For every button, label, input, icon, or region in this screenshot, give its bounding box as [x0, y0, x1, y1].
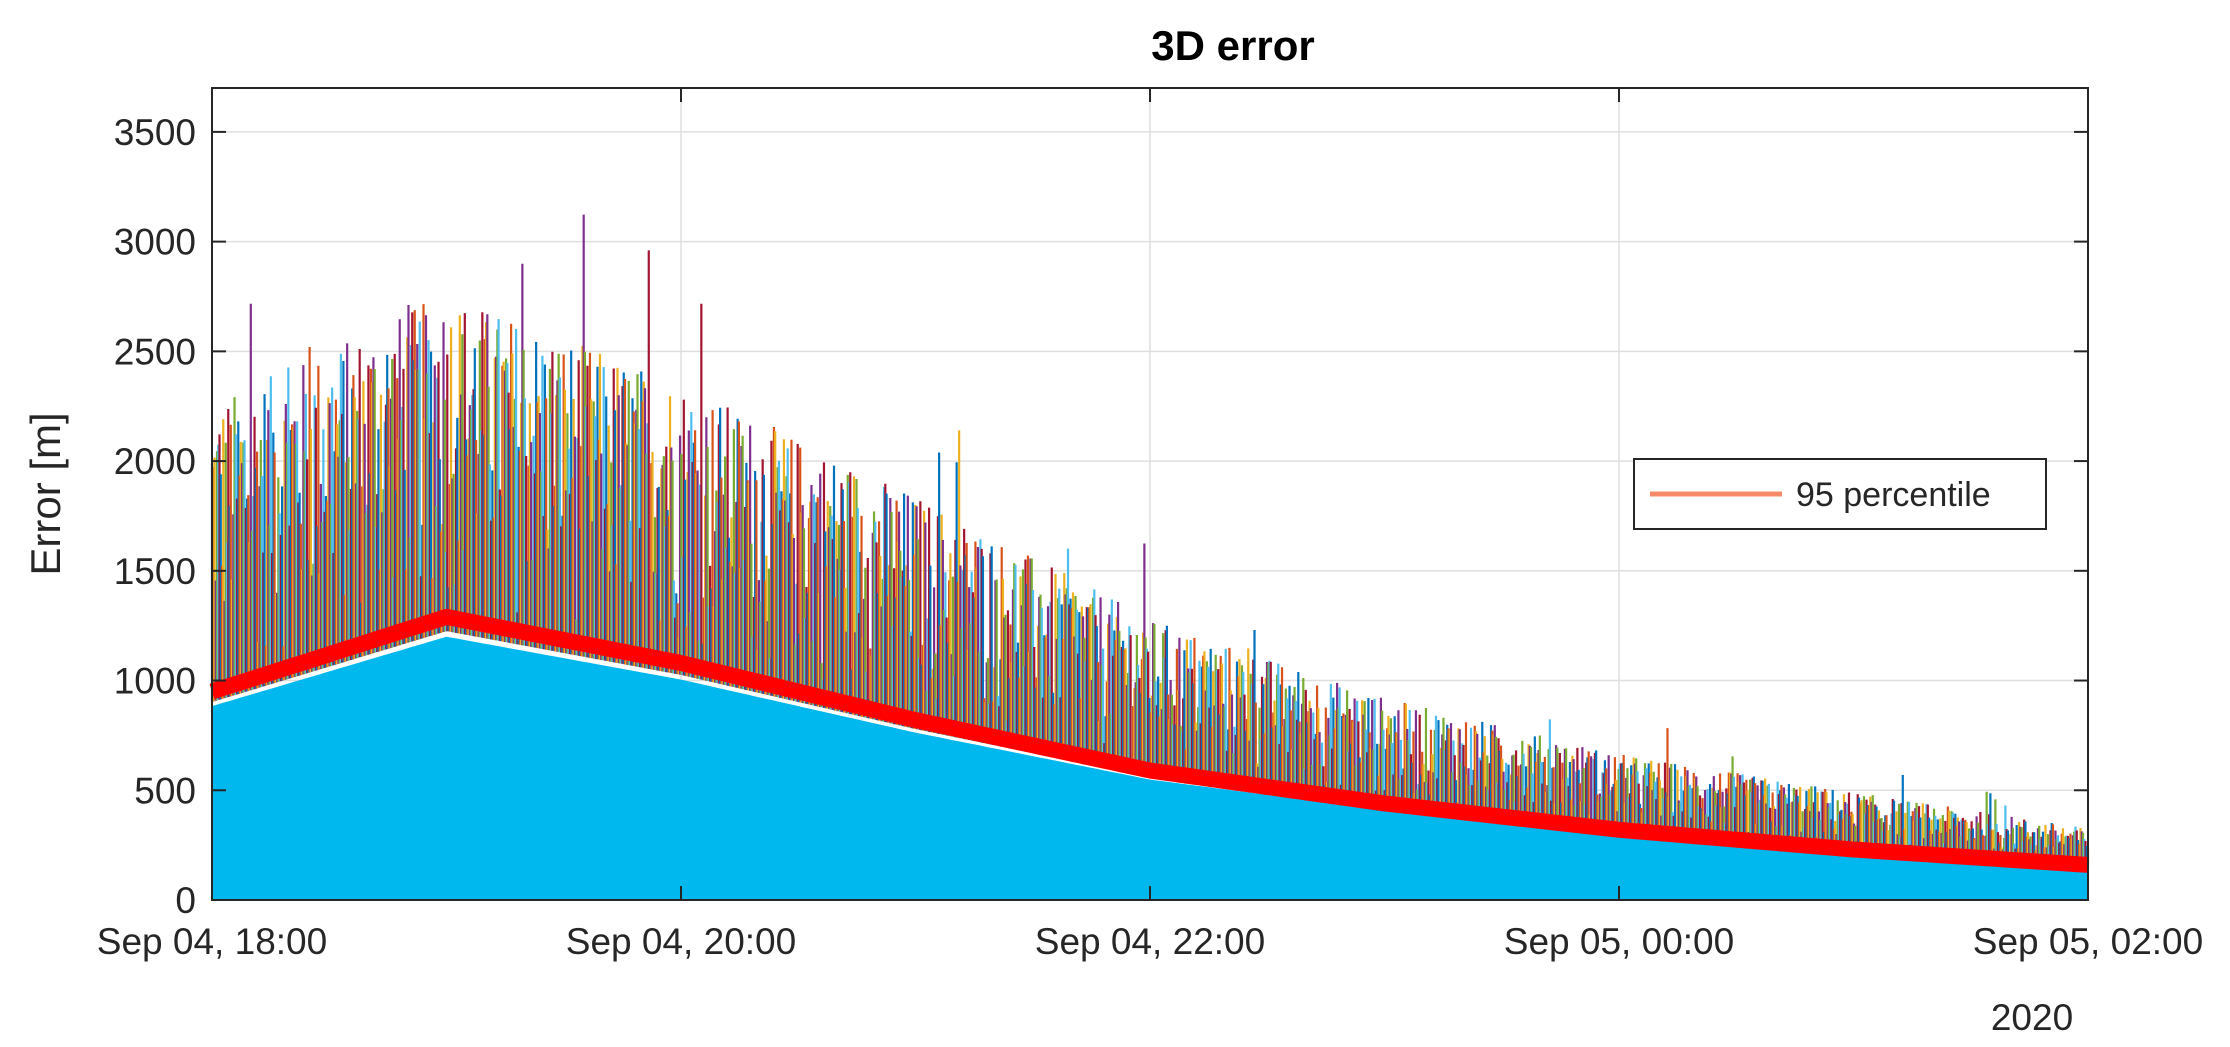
x-tick-label: Sep 05, 00:00 — [1504, 921, 1734, 962]
x-tick-label: Sep 04, 20:00 — [566, 921, 796, 962]
y-tick-label: 0 — [175, 880, 196, 921]
chart-title: 3D error — [1151, 22, 1314, 69]
legend-entry: 95 percentile — [1796, 476, 1991, 514]
y-tick-label: 3500 — [114, 112, 196, 153]
y-tick-label: 500 — [134, 770, 196, 811]
series-95-percentile — [207, 608, 2093, 873]
ticks: Sep 04, 18:00 Sep 04, 20:00 Sep 04, 22:00 S… — [97, 88, 2203, 962]
y-tick-label: 2500 — [114, 331, 196, 372]
y-tick-label: 1500 — [114, 551, 196, 592]
x-tick-label: Sep 04, 22:00 — [1035, 921, 1265, 962]
data-layer — [207, 214, 2093, 900]
y-axis-title: Error [m] — [22, 412, 69, 575]
y-tick-label: 3000 — [114, 222, 196, 263]
x-tick-label: Sep 04, 18:00 — [97, 921, 327, 962]
legend: 95 percentile — [1633, 458, 2047, 530]
samples-fill — [212, 636, 2088, 900]
x-secondary-label: 2020 — [1991, 997, 2073, 1038]
y-tick-label: 1000 — [114, 661, 196, 702]
y-tick-label: 2000 — [114, 441, 196, 482]
x-tick-label: Sep 05, 02:00 — [1973, 921, 2203, 962]
